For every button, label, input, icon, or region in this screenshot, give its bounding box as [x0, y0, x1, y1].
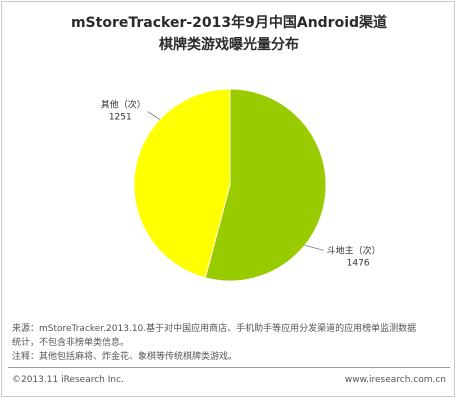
chart-subtitle: 棋牌类游戏曝光量分布 — [159, 37, 299, 53]
notes-line: 注释：其他包括麻将、炸金花、象棋等传统棋牌类游戏。 — [12, 352, 238, 362]
source-line-2: 统计，不包含非榜单类信息。 — [12, 338, 130, 348]
leader-line-1 — [147, 111, 160, 120]
source-notes: 来源：mStoreTracker.2013.10.基于对中国应用商店、手机助手等… — [12, 322, 446, 364]
slice-value-1: 1251 — [109, 113, 132, 123]
source-line-1: 来源：mStoreTracker.2013.10.基于对中国应用商店、手机助手等… — [12, 324, 417, 334]
chart-title-block: mStoreTracker-2013年9月中国Android渠道 棋牌类游戏曝光… — [0, 12, 458, 56]
chart-title: mStoreTracker-2013年9月中国Android渠道 — [70, 15, 388, 31]
slice-label-1: 其他（次） — [101, 99, 146, 111]
pie-slice-0 — [204, 88, 327, 282]
website-text: www.iresearch.com.cn — [344, 375, 446, 385]
copyright-text: ©2013.11 iResearch Inc. — [12, 375, 124, 385]
slice-label-0: 斗地主（次） — [327, 244, 381, 256]
slice-value-0: 1476 — [347, 258, 370, 268]
footer: ©2013.11 iResearch Inc. www.iresearch.co… — [12, 375, 446, 385]
pie-slice-1 — [133, 88, 231, 279]
footer-divider — [8, 367, 450, 368]
leader-line-0 — [304, 244, 324, 251]
